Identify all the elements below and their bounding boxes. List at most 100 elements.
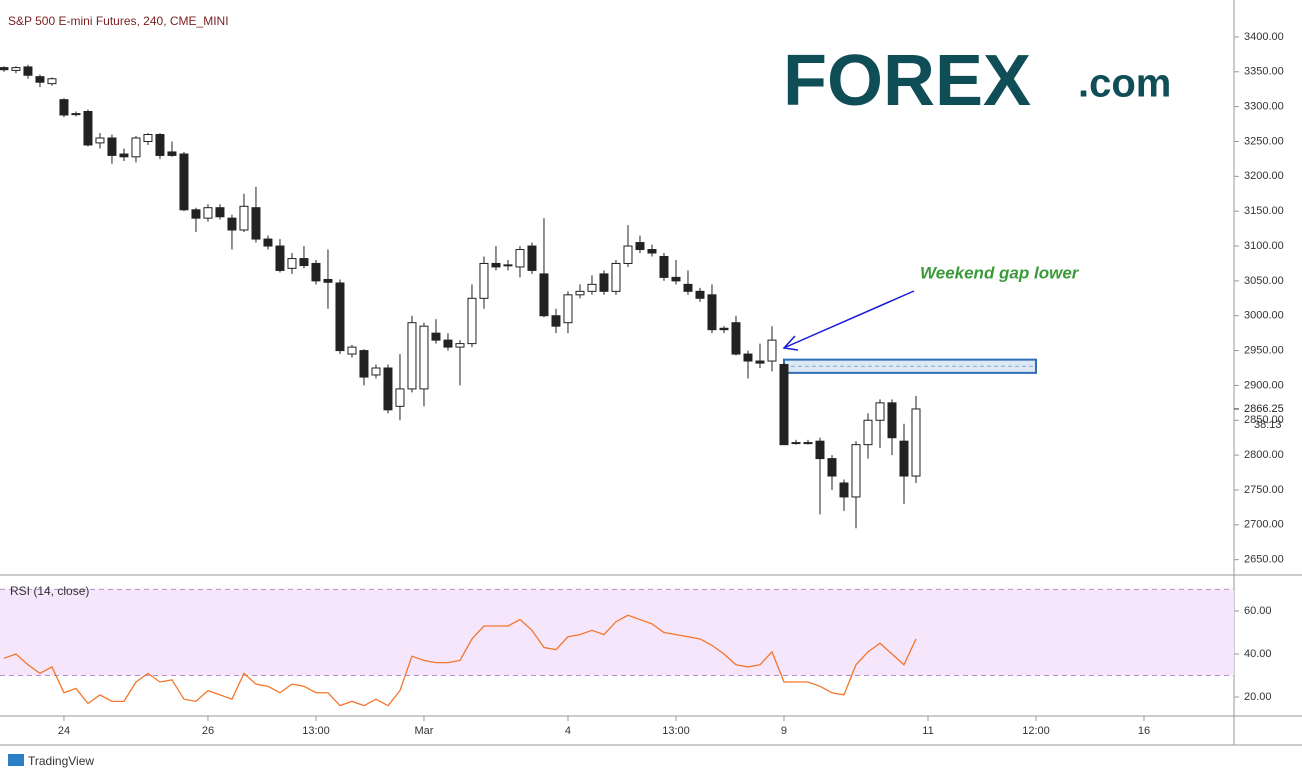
candle-body [503,264,513,267]
candle-body [803,442,813,445]
candle-body [563,294,573,324]
candle-body [647,249,657,254]
candle-body [899,440,909,477]
candle-body [335,282,345,352]
candle-body [383,367,393,411]
candle-body [839,482,849,498]
candle-body [143,134,153,142]
candle-body [107,137,117,156]
candle-body [695,290,705,299]
y-tick-label: 3100.00 [1244,240,1284,252]
candle-body [635,242,645,251]
candle-body [551,315,561,327]
x-tick-label: 4 [565,725,571,737]
x-tick-label: 24 [58,725,70,737]
candle-body [683,283,693,292]
y-tick-label: 2800.00 [1244,449,1284,461]
candle-body [239,205,249,231]
candle-body [95,137,105,144]
rsi-title: RSI (14, close) [10,584,89,598]
candle-body [731,322,741,355]
candle-body [779,364,789,446]
candle-body [431,332,441,341]
annotation: Weekend gap lower [920,263,1080,282]
footer: TradingView [28,754,94,768]
logo-brand: FOREX [783,41,1031,121]
x-tick-label: 12:00 [1022,725,1050,737]
candle-body [395,388,405,407]
candle-body [815,440,825,460]
candle-body [827,458,837,477]
candle-body [359,350,369,378]
rsi-line [3,614,917,707]
arrow [785,290,915,348]
candle-body [467,297,477,345]
y-tick-label: 3300.00 [1244,101,1284,113]
candle-body [311,262,321,282]
candle-body [191,209,201,219]
arrow-head [782,335,799,351]
x-tick-label: 26 [202,725,214,737]
plot: 2650.00 2700.00 2750.00 2800.00 2850.00 2900.… [0,31,1284,737]
x-tick-label: 13:00 [662,725,690,737]
candle-body [623,245,633,264]
candle-body [755,360,765,364]
candle-body [11,67,21,71]
candle-body [323,278,333,283]
candle-body [611,262,621,292]
y-tick-label: 60.00 [1244,605,1272,617]
candle-body [47,78,57,85]
y-tick-label: 3000.00 [1244,310,1284,322]
candle-body [791,442,801,445]
tv-icon [8,754,24,766]
x-tick-label: 13:00 [302,725,330,737]
y-tick-label: 2700.00 [1244,519,1284,531]
candle-body [83,111,93,146]
candle-body [179,153,189,211]
candle-body [23,66,33,76]
candle-body [599,273,609,292]
y-tick-label: 3250.00 [1244,135,1284,147]
rsi-band [0,589,1234,676]
y-tick-label: 2650.00 [1244,554,1284,566]
y-tick-label: 2900.00 [1244,379,1284,391]
y-tick-label: 3050.00 [1244,275,1284,287]
candle-body [167,151,177,156]
candle-body [875,402,885,421]
candle-body [71,113,81,116]
y-tick-label: 20.00 [1244,691,1272,703]
candle-body [671,276,681,282]
y-tick-label: 2950.00 [1244,344,1284,356]
candle-body [863,419,873,446]
x-tick-label: Mar [414,725,433,737]
candle-body [887,402,897,439]
candle-body [455,343,465,348]
candle-body [131,137,141,158]
candle-body [419,325,429,390]
candle-body [479,262,489,299]
candle-body [587,283,597,292]
candle-body [491,262,501,268]
candle-body [443,339,453,348]
candle-body [707,294,717,331]
candle-body [911,408,921,477]
countdown: 38:13 [1254,419,1282,431]
y-tick-label: 3150.00 [1244,205,1284,217]
y-tick-label: 2750.00 [1244,484,1284,496]
x-tick-label: 9 [781,725,787,737]
candle-body [347,346,357,355]
last-price-label: 2866.25 [1244,403,1284,415]
candle-body [59,99,69,116]
candle-body [299,258,309,267]
candle-body [719,327,729,331]
candle-body [743,353,753,362]
candle-body [251,207,261,240]
candle-body [575,290,585,296]
candle-body [527,245,537,271]
candle-body [0,67,9,71]
y-tick-label: 40.00 [1244,648,1272,660]
candle-body [659,255,669,278]
candle-body [767,339,777,362]
candle-body [215,207,225,218]
